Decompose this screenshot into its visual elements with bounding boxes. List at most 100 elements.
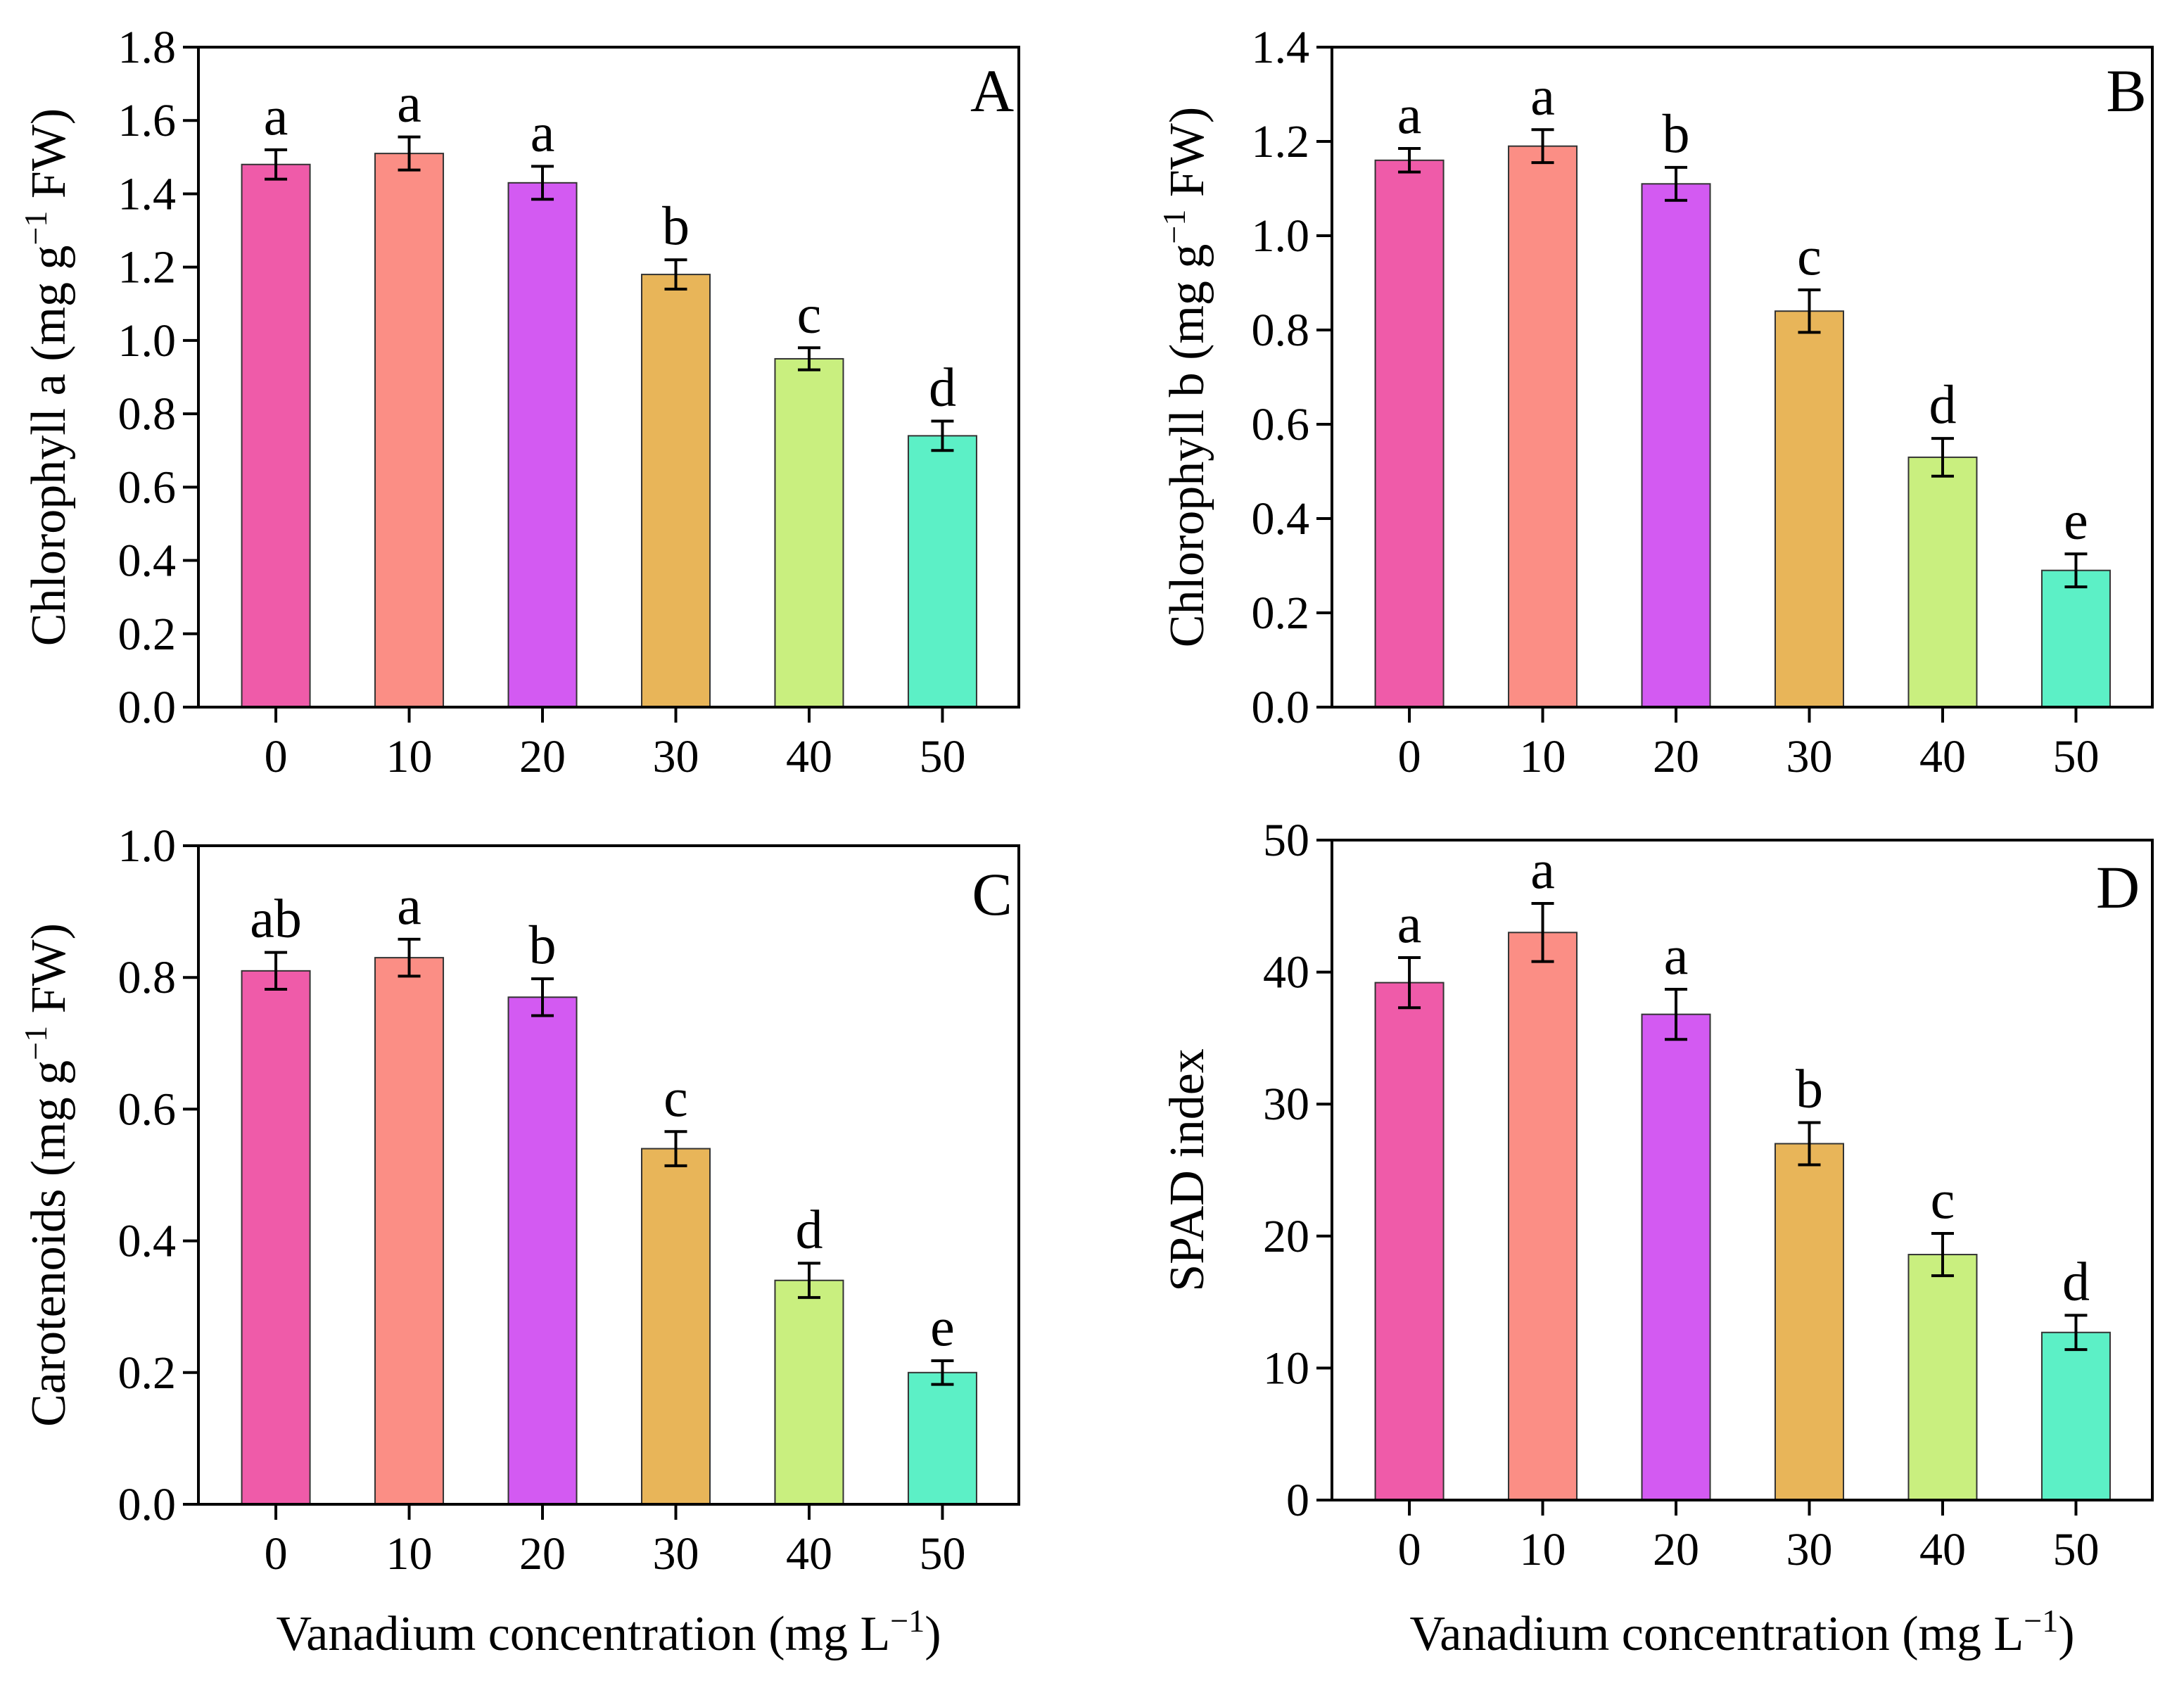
- panel-a-ytick-label: 1.6: [118, 95, 177, 146]
- panel-d-significance-20: a: [1664, 925, 1689, 986]
- panel-c-y-axis-title: Carotenoids (mg g−1 FW): [18, 923, 76, 1427]
- panel-d-x-axis: 0 10 20 30 40 50: [1398, 1500, 2099, 1575]
- panel-a-xtick-label-30: 30: [652, 731, 699, 782]
- panel-d-ytick-label: 10: [1263, 1342, 1309, 1394]
- panel-d: a a a b c d 0 10 20 30 40 50 0 10 20 30 40 50 D SPAD in…: [1160, 815, 2154, 1661]
- panel-b-significance-30: c: [1797, 225, 1822, 286]
- panel-b-xtick-label-50: 50: [2052, 731, 2099, 782]
- panel-c-ytick-label: 0.6: [118, 1084, 177, 1135]
- panel-a-significance-20: a: [531, 101, 555, 163]
- panel-c-x-axis: 0 10 20 30 40 50: [265, 1504, 965, 1580]
- panel-a-bar-50: [907, 435, 977, 709]
- panel-c-ytick-label: 0.0: [118, 1479, 177, 1530]
- panel-a-ytick-label: 1.8: [118, 22, 177, 73]
- panel-d-y-axis: 0 10 20 30 40 50: [1263, 815, 1332, 1526]
- panel-d-xtick-label-20: 20: [1653, 1524, 1699, 1575]
- panel-d-bar-40: [1907, 1254, 1978, 1501]
- panel-d-ytick-label: 50: [1263, 815, 1309, 866]
- panel-c-significance-40: d: [795, 1198, 823, 1259]
- panel-a-ytick-label: 0.4: [118, 535, 177, 587]
- panel-d-xtick-label-40: 40: [1919, 1524, 1966, 1575]
- panel-b-significance-0: a: [1397, 84, 1422, 145]
- panel-d-x-axis-title: Vanadium concentration (mg L−1): [1409, 1603, 2074, 1661]
- panel-b-xtick-label-10: 10: [1520, 731, 1566, 782]
- panel-b-y-axis-title: Chlorophyll b (mg g−1 FW): [1156, 107, 1214, 647]
- panel-d-bar-10: [1508, 932, 1578, 1501]
- panel-a-bar-10: [374, 153, 445, 709]
- panel-c-ytick-label: 0.4: [118, 1216, 177, 1267]
- panel-a-y-axis: 0.0 0.2 0.4 0.6 0.8 1.0 1.2 1.4 1.6 1.8: [118, 22, 198, 733]
- panel-d-significance-30: b: [1796, 1058, 1823, 1119]
- panel-d-bar-50: [2040, 1331, 2111, 1501]
- panel-c-xtick-label-0: 0: [265, 1528, 288, 1580]
- panel-d-bar-0: [1374, 982, 1445, 1501]
- panel-c-letter: C: [972, 860, 1012, 928]
- panel-a-xtick-label-40: 40: [786, 731, 832, 782]
- panel-b-xtick-label-20: 20: [1653, 731, 1699, 782]
- panel-a-significance-50: d: [929, 357, 956, 418]
- panel-c-ytick-label: 0.2: [118, 1347, 177, 1399]
- panel-a-bar-40: [774, 357, 844, 708]
- panel-c-xtick-label-10: 10: [386, 1528, 433, 1580]
- panel-b-marks: a a b c d e: [1374, 65, 2111, 709]
- panel-b-xtick-label-40: 40: [1919, 731, 1966, 782]
- panel-d-ytick-label: 20: [1263, 1211, 1309, 1262]
- panel-b-significance-10: a: [1530, 65, 1555, 126]
- panel-b-ytick-label: 0.8: [1252, 305, 1310, 356]
- panel-b-significance-20: b: [1663, 103, 1690, 164]
- panel-b-bar-40: [1907, 456, 1978, 709]
- panel-b: a a b c d e 0.0 0.2 0.4 0.6 0.8 1.0 1.2 1.4 0 10 20 30 4…: [1156, 22, 2154, 782]
- panel-a-ytick-label: 1.0: [118, 315, 177, 367]
- panel-a-significance-0: a: [264, 85, 288, 146]
- panel-a-bar-30: [640, 274, 711, 709]
- panel-d-significance-50: d: [2062, 1250, 2090, 1312]
- panel-b-ytick-label: 0.6: [1252, 399, 1310, 450]
- panel-d-xtick-label-30: 30: [1786, 1524, 1832, 1575]
- panel-c-frame: [197, 844, 1020, 1506]
- panel-a-ytick-label: 0.8: [118, 388, 177, 440]
- panel-a-x-axis: 0 10 20 30 40 50: [265, 707, 965, 782]
- panel-a-bar-20: [507, 182, 578, 708]
- panel-b-bar-30: [1774, 310, 1845, 708]
- panel-a-significance-40: c: [797, 283, 822, 344]
- panel-c-bar-0: [241, 970, 311, 1505]
- panel-c-bar-20: [507, 996, 578, 1505]
- panel-a-ytick-label: 1.2: [118, 242, 177, 293]
- panel-c-xtick-label-50: 50: [919, 1528, 965, 1580]
- panel-a-bar-0: [241, 163, 311, 708]
- panel-b-y-axis: 0.0 0.2 0.4 0.6 0.8 1.0 1.2 1.4: [1252, 22, 1332, 733]
- panel-c-significance-30: c: [664, 1067, 688, 1128]
- panel-b-ytick-label: 0.0: [1252, 682, 1310, 733]
- panel-d-frame: [1331, 839, 2154, 1501]
- panel-b-bar-50: [2040, 569, 2111, 709]
- panel-a-letter: A: [970, 57, 1014, 125]
- panel-d-ytick-label: 0: [1286, 1475, 1309, 1526]
- panel-d-bar-20: [1641, 1013, 1711, 1501]
- panel-c-bar-10: [374, 957, 445, 1505]
- panel-a-xtick-label-50: 50: [919, 731, 965, 782]
- panel-b-bar-10: [1508, 145, 1578, 708]
- panel-d-significance-40: c: [1931, 1169, 1955, 1230]
- panel-b-significance-40: d: [1929, 374, 1956, 435]
- panel-d-y-axis-title: SPAD index: [1160, 1048, 1214, 1292]
- panel-b-ytick-label: 0.2: [1252, 588, 1310, 639]
- panel-c-ytick-label: 1.0: [118, 820, 177, 872]
- panel-a-xtick-label-20: 20: [519, 731, 566, 782]
- panel-a-xtick-label-10: 10: [386, 731, 433, 782]
- panel-a-frame: [197, 46, 1020, 709]
- panel-d-letter: D: [2096, 853, 2140, 921]
- panel-d-bar-30: [1774, 1143, 1845, 1501]
- panel-c-significance-20: b: [529, 914, 557, 975]
- panel-c-significance-0: ab: [250, 888, 302, 949]
- panel-d-ytick-label: 30: [1263, 1079, 1309, 1130]
- panel-b-xtick-label-30: 30: [1786, 731, 1832, 782]
- panel-c-xtick-label-40: 40: [786, 1528, 832, 1580]
- panel-d-significance-0: a: [1397, 893, 1422, 954]
- panel-a-y-axis-title: Chlorophyll a (mg g−1 FW): [18, 108, 76, 646]
- panel-b-bar-20: [1641, 183, 1711, 708]
- panel-b-significance-50: e: [2064, 489, 2088, 550]
- panel-c-xtick-label-20: 20: [519, 1528, 566, 1580]
- panel-c-x-axis-title: Vanadium concentration (mg L−1): [276, 1603, 941, 1661]
- panel-a-significance-10: a: [397, 72, 421, 134]
- panel-c-bar-40: [774, 1279, 844, 1505]
